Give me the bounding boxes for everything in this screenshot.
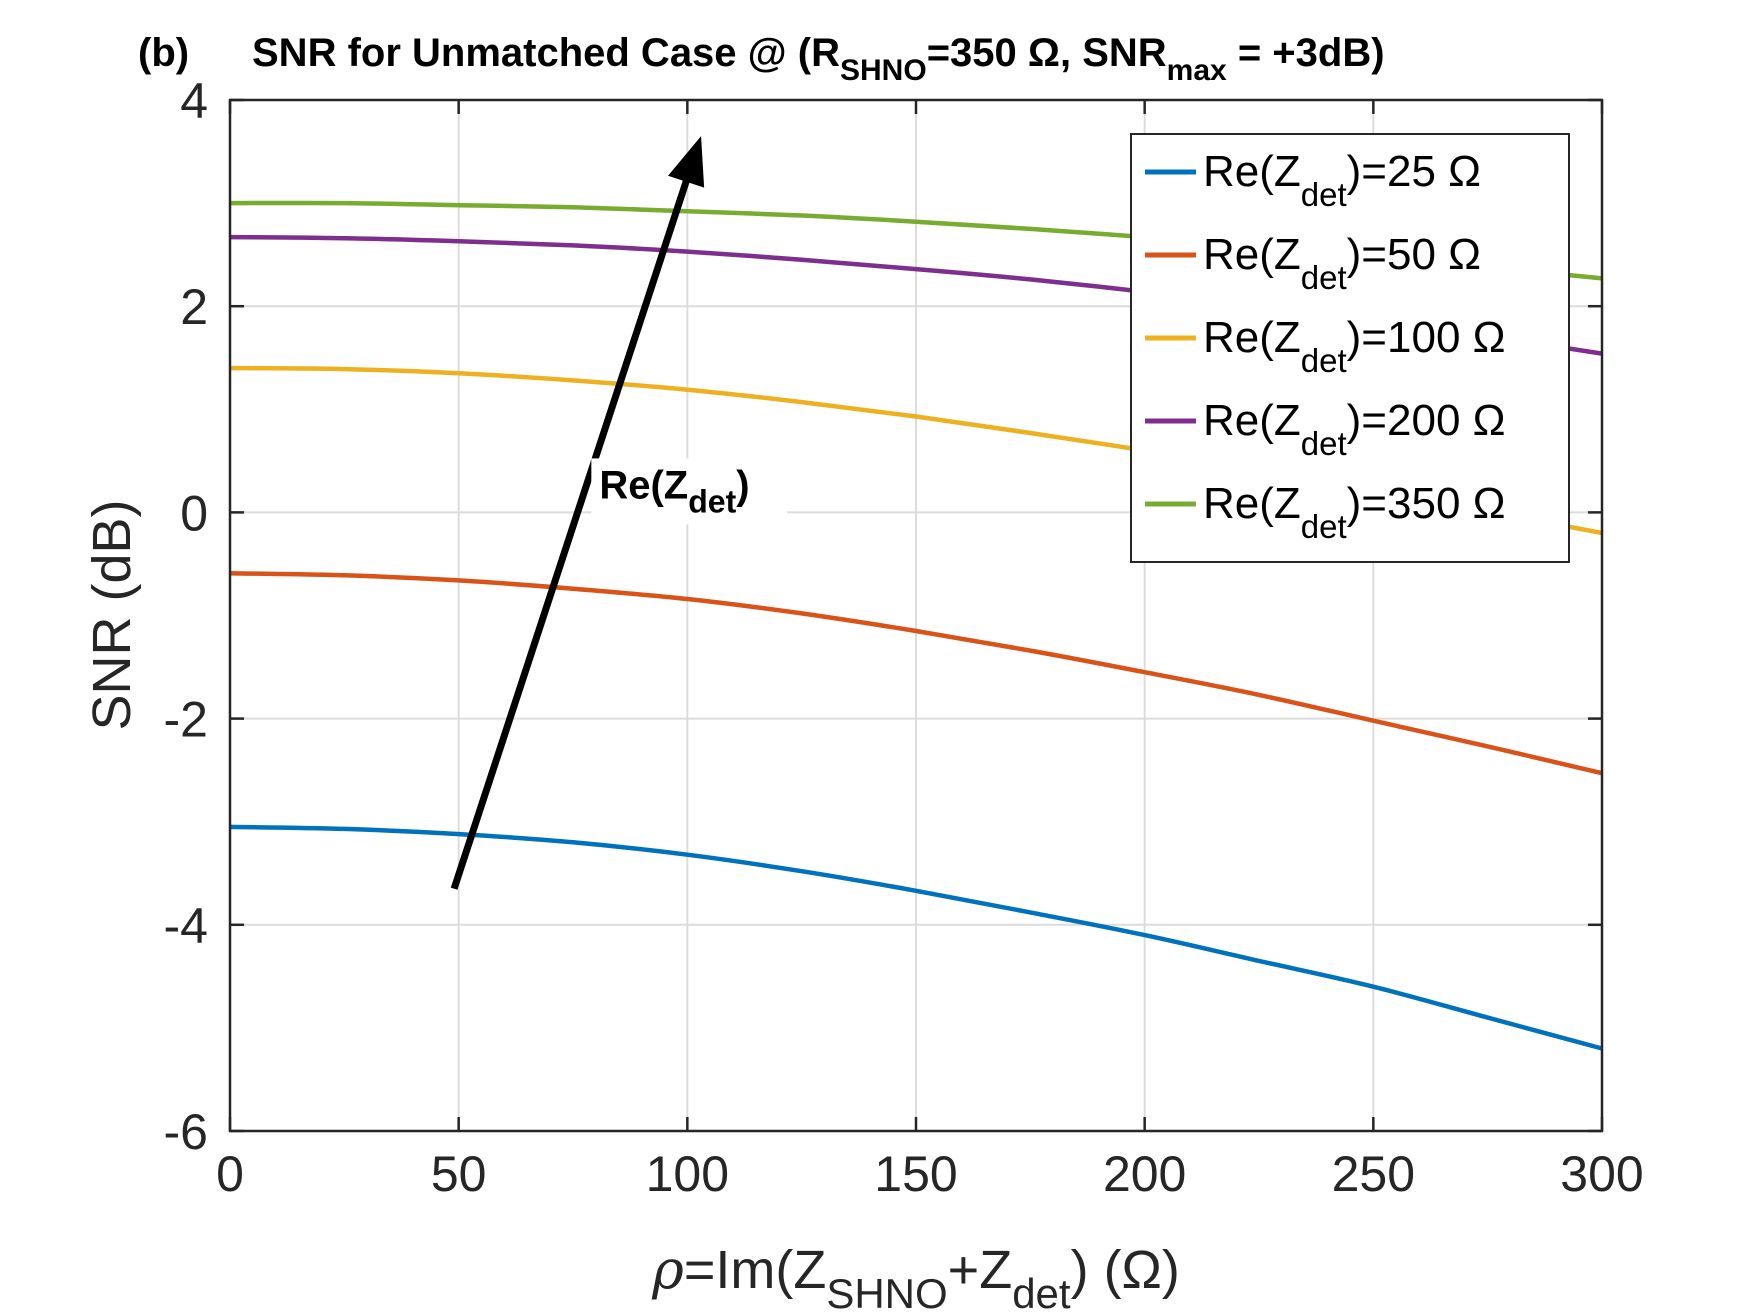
x-tick-label-100: 100: [646, 1146, 729, 1202]
x-label-sub-2: det: [1012, 1270, 1071, 1313]
legend-box: [1130, 133, 1570, 563]
title-part-1: SNR for Unmatched Case @ (R: [252, 31, 840, 75]
title-sub-2: max: [1167, 54, 1227, 87]
panel-label: (b): [138, 31, 189, 75]
x-tick-label-250: 250: [1332, 1146, 1415, 1202]
title-sub-1: SHNO: [840, 54, 927, 87]
legend-label-4: Re(Zdet)=350 Ω: [1203, 479, 1506, 545]
annotation-sub: det: [688, 483, 736, 519]
y-tick-label--2: -2: [164, 692, 208, 748]
annotation-arrow: [450, 178, 691, 890]
x-label-part-2: +Z: [948, 1240, 1013, 1300]
x-tick-label-150: 150: [874, 1146, 957, 1202]
chart-title: SNR for Unmatched Case @ (RSHNO=350 Ω, S…: [252, 31, 1385, 87]
x-label-rho: ρ: [651, 1238, 684, 1301]
plot-frame: [228, 98, 1604, 1133]
y-tick-label--6: -6: [164, 1104, 208, 1160]
title-part-3: = +3dB): [1227, 31, 1385, 75]
x-tick-label-0: 0: [216, 1146, 244, 1202]
legend: Re(Zdet)=25 Ω Re(Zdet)=50 Ω Re(Zdet)=100 Ω…: [1130, 133, 1570, 563]
title-part-2: =350 Ω, SNR: [927, 31, 1167, 75]
legend-label-2: Re(Zdet)=100 Ω: [1203, 313, 1506, 379]
legend-label-1: Re(Zdet)=50 Ω: [1203, 230, 1481, 296]
legend-label-0: Re(Zdet)=25 Ω: [1203, 147, 1481, 213]
y-tick-label--4: -4: [164, 898, 208, 954]
y-tick-label-2: 2: [180, 279, 208, 335]
x-label-part-1: =Im(Z: [684, 1240, 827, 1300]
x-label-part-3: ) (Ω): [1071, 1240, 1180, 1300]
y-axis-label: SNR (dB): [82, 499, 142, 730]
x-axis-label: ρ=Im(ZSHNO+Zdet) (Ω): [651, 1238, 1180, 1313]
series-line-0: [229, 824, 1603, 1051]
x-tick-label-300: 300: [1560, 1146, 1643, 1202]
x-tick-label-200: 200: [1103, 1146, 1186, 1202]
annotation-part-1: Re(Z: [599, 463, 688, 507]
x-label-sub-1: SHNO: [826, 1270, 947, 1313]
annotation-arrowhead: [668, 136, 705, 188]
y-tick-label-0: 0: [180, 485, 208, 541]
series-line-1: [229, 570, 1603, 776]
annotation-background: [591, 458, 788, 525]
legend-label-3: Re(Zdet)=200 Ω: [1203, 396, 1506, 462]
annotation-label: Re(Zdet): [599, 463, 749, 519]
tick-labels: 0 50 100 150 200 250 300 -6 -4 -2 0 2 4: [164, 73, 1644, 1202]
annotation-part-2: ): [736, 463, 749, 507]
y-tick-label-4: 4: [180, 73, 208, 129]
x-tick-label-50: 50: [431, 1146, 487, 1202]
